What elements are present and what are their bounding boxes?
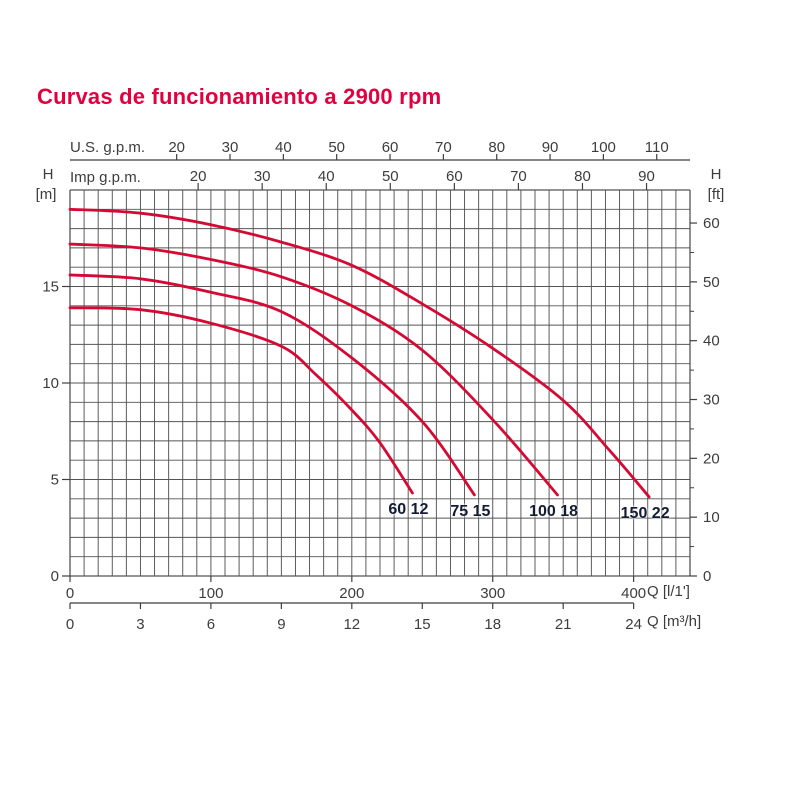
us-gpm-tick-label: 40 <box>275 139 292 156</box>
imp-gpm-tick-label: 50 <box>382 168 399 185</box>
m-unit-label: [m] <box>35 186 57 203</box>
curve-label-60-12: 60 12 <box>388 501 429 518</box>
q-lmin-tick-label: 200 <box>339 585 364 602</box>
h-left-axis-title: H <box>42 166 54 183</box>
h-ft-tick-label: 20 <box>703 450 720 467</box>
h-m-tick-label: 0 <box>51 568 59 585</box>
us-gpm-tick-label: 100 <box>591 139 616 156</box>
us-gpm-tick-label: 90 <box>542 139 559 156</box>
q-m3h-tick-label: 15 <box>414 616 431 633</box>
q-lmin-axis-title: Q [l/1'] <box>647 583 690 600</box>
us-gpm-tick-label: 110 <box>645 139 669 156</box>
imp-gpm-tick-label: 90 <box>638 168 655 185</box>
h-m-tick-label: 10 <box>42 375 59 392</box>
us-gpm-tick-label: 60 <box>382 139 399 156</box>
h-m-tick-label: 15 <box>42 279 59 296</box>
q-lmin-tick-label: 300 <box>480 585 505 602</box>
q-m3h-tick-label: 24 <box>625 616 642 633</box>
pump-curve-60-12 <box>68 306 414 495</box>
us-gpm-axis-title: U.S. g.p.m. <box>70 139 146 156</box>
page-title: Curvas de funcionamiento a 2900 rpm <box>37 84 442 109</box>
h-ft-tick-label: 30 <box>703 392 720 409</box>
h-ft-tick-label: 0 <box>703 568 711 585</box>
h-ft-tick-label: 10 <box>703 509 720 526</box>
q-m3h-tick-label: 9 <box>277 616 285 633</box>
imp-gpm-tick-label: 30 <box>254 168 271 185</box>
q-lmin-tick-label: 100 <box>198 585 223 602</box>
us-gpm-tick-label: 70 <box>435 139 452 156</box>
q-m3h-tick-label: 12 <box>343 616 360 633</box>
q-lmin-tick-label: 400 <box>621 585 646 602</box>
curve-label-150-22: 150 22 <box>620 504 670 522</box>
curve-label-75-15: 75 15 <box>450 502 491 520</box>
imp-gpm-tick-label: 80 <box>574 168 591 185</box>
h-ft-tick-label: 40 <box>703 333 720 350</box>
h-right-axis-title: H <box>710 166 722 183</box>
imp-gpm-tick-label: 40 <box>318 168 335 185</box>
curve-label-100-18: 100 18 <box>529 502 578 520</box>
pump-curve-150-22 <box>68 207 651 499</box>
q-m3h-tick-label: 3 <box>136 616 144 633</box>
imp-gpm-tick-label: 60 <box>446 168 463 185</box>
q-m3h-tick-label: 0 <box>66 616 74 633</box>
q-m3h-tick-label: 18 <box>484 616 501 633</box>
us-gpm-tick-label: 30 <box>222 139 239 156</box>
q-m3h-tick-label: 6 <box>207 616 215 633</box>
q-m3h-tick-label: 21 <box>555 616 572 633</box>
imp-gpm-axis-title: Imp g.p.m. <box>70 169 141 186</box>
pump-curve-75-15 <box>68 273 476 497</box>
us-gpm-tick-label: 80 <box>488 139 505 156</box>
h-m-tick-label: 5 <box>51 472 59 489</box>
imp-gpm-tick-label: 20 <box>190 168 207 185</box>
pump-curve-100-18 <box>68 242 559 497</box>
imp-gpm-tick-label: 70 <box>510 168 527 185</box>
q-m3h-axis-title: Q [m³/h] <box>647 613 702 630</box>
us-gpm-tick-label: 20 <box>168 139 185 156</box>
h-ft-tick-label: 50 <box>703 274 720 291</box>
q-lmin-tick-label: 0 <box>66 585 74 602</box>
us-gpm-tick-label: 50 <box>328 139 345 156</box>
ft-unit-label: [ft] <box>707 186 725 203</box>
h-ft-tick-label: 60 <box>703 215 720 232</box>
